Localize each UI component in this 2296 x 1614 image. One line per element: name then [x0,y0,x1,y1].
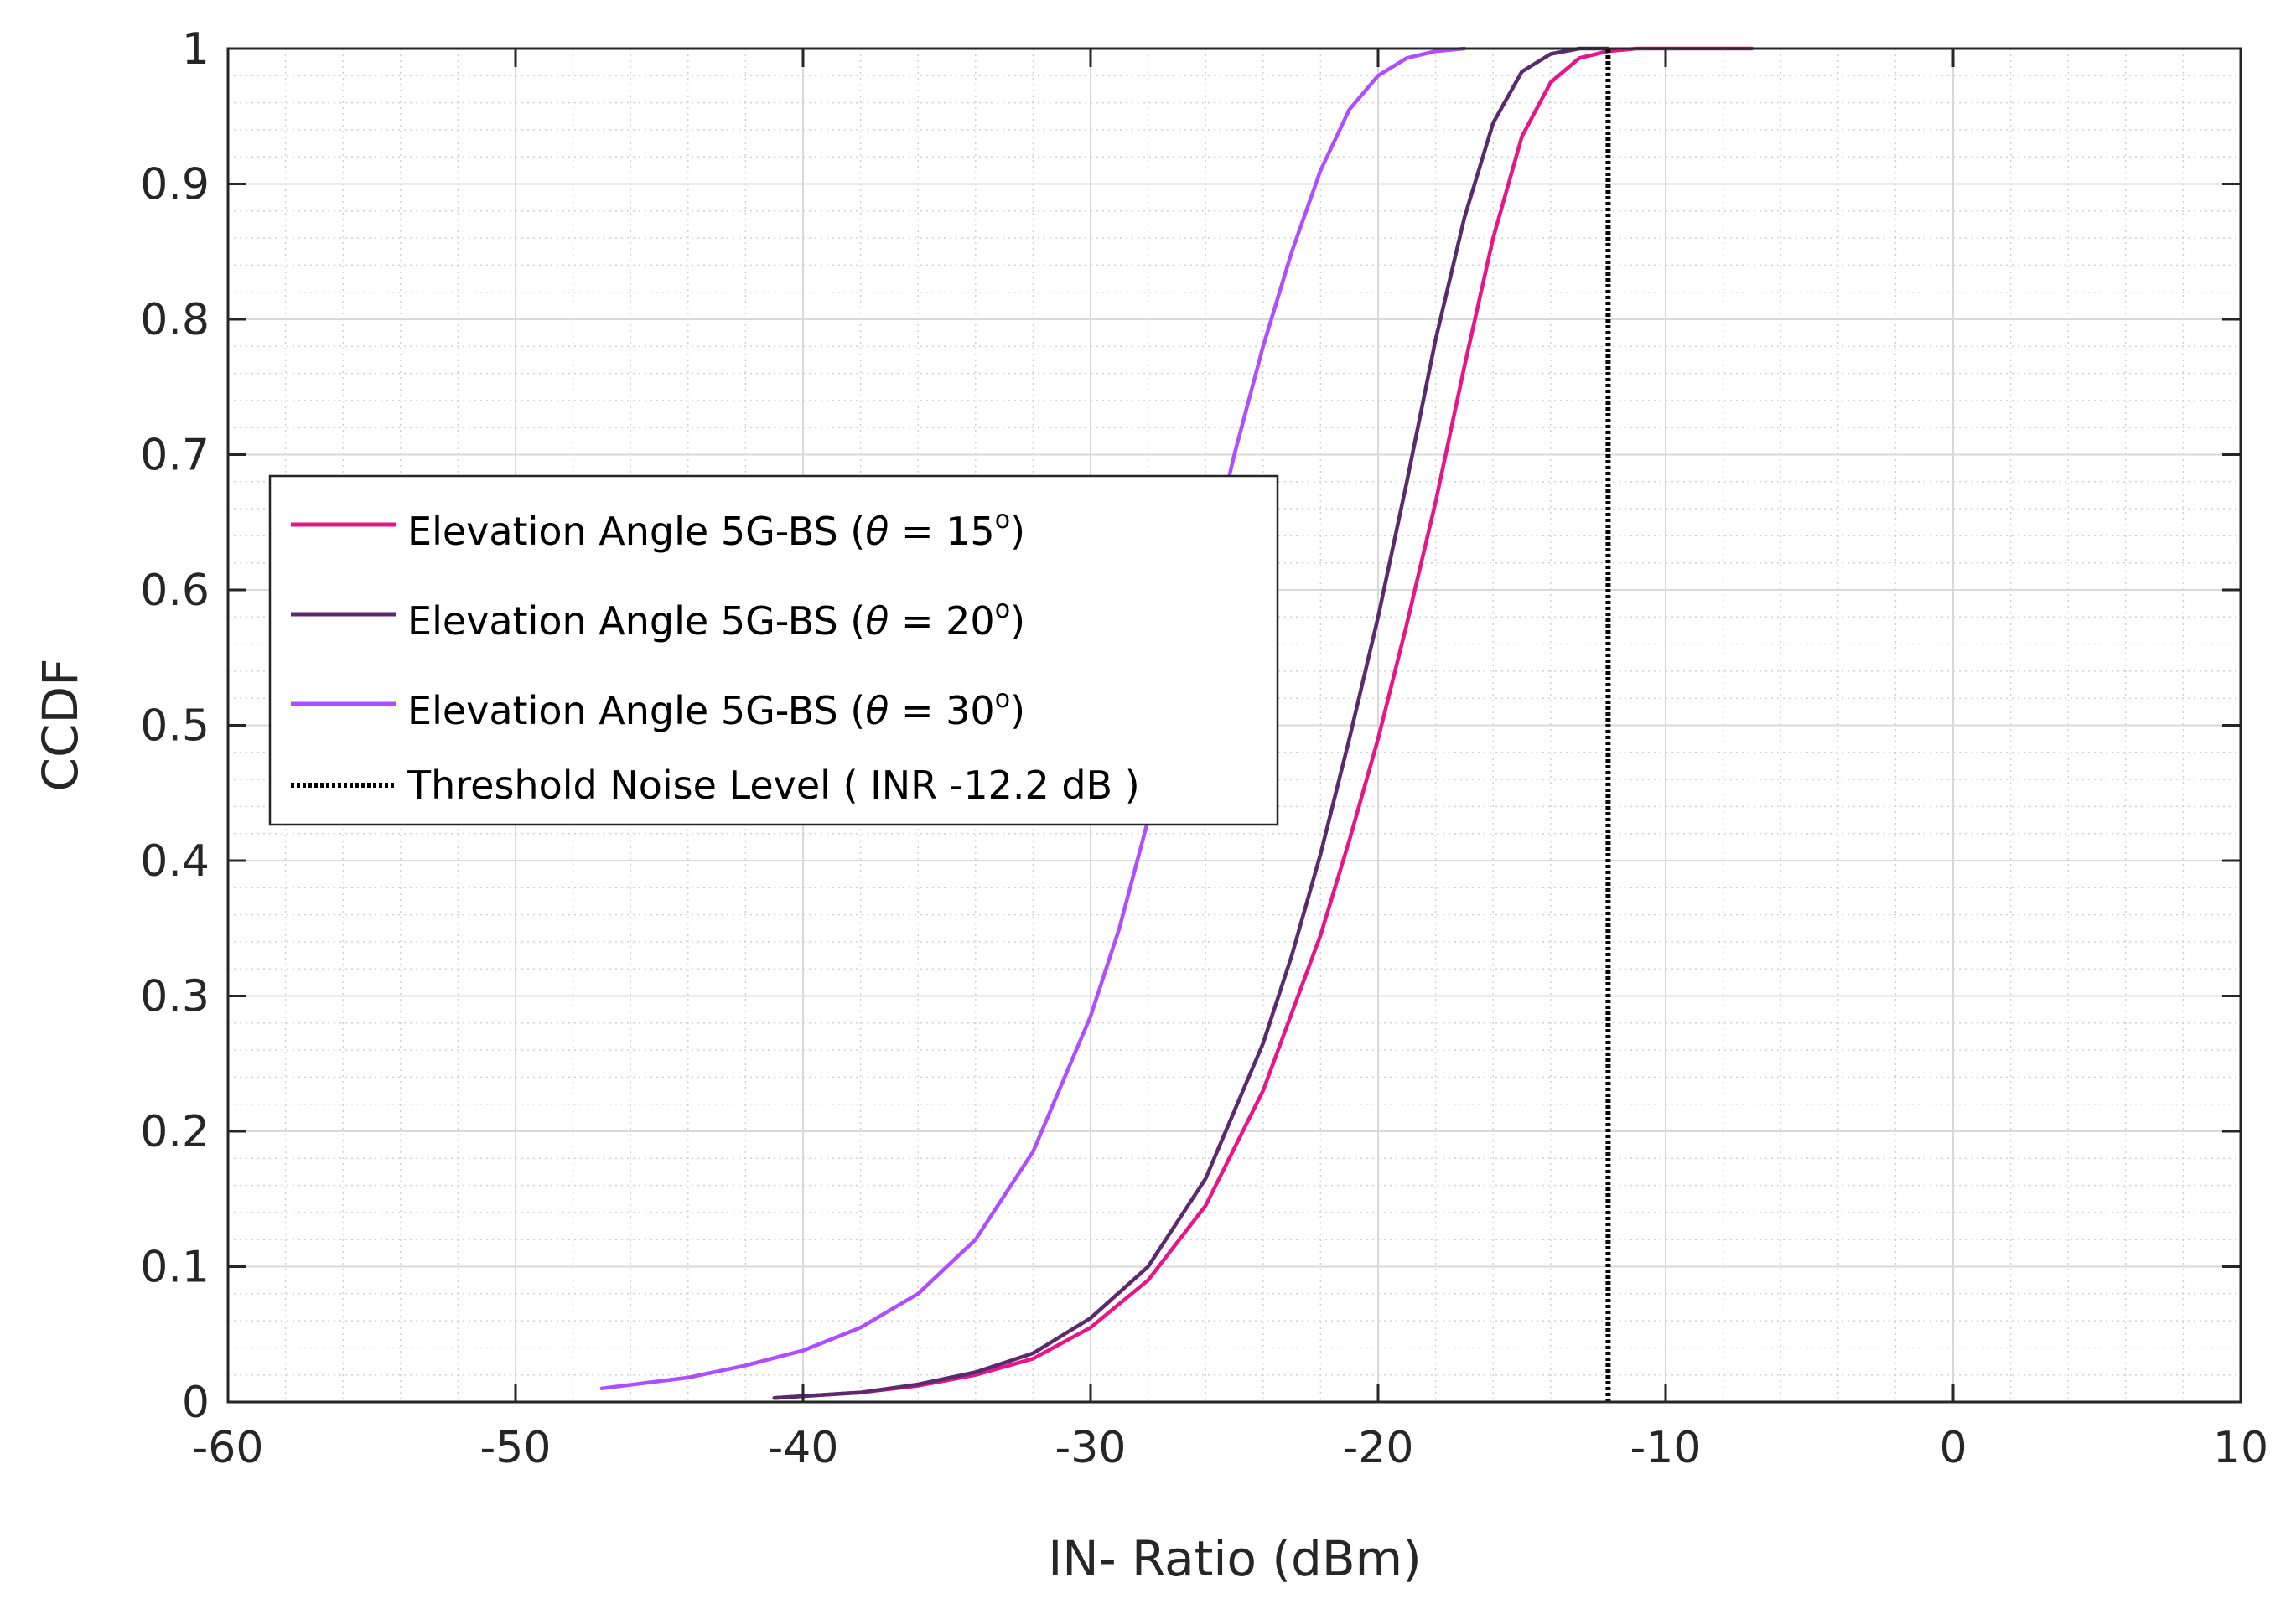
y-tick-label: 0.3 [140,972,210,1022]
x-tick-label: -20 [1343,1423,1414,1473]
y-tick-label: 0.9 [140,160,210,210]
y-tick-label: 1 [182,24,210,75]
y-tick-label: 0.2 [140,1107,210,1157]
y-tick-label: 0.1 [140,1243,210,1293]
x-tick-label: -40 [768,1423,839,1473]
y-tick-label: 0.7 [140,431,210,481]
axis-ticks [226,47,2242,1404]
x-tick-label: -60 [193,1423,264,1473]
x-tick-label: 0 [1939,1423,1967,1473]
legend-entry-threshold: Threshold Noise Level ( INR -12.2 dB ) [407,763,1140,808]
legend-box [268,474,1279,826]
x-tick-label: 10 [2213,1423,2268,1473]
y-axis-label: CCDF [32,658,89,791]
y-tick-label: 0.8 [140,295,210,345]
legend-entry-15: Elevation Angle 5G-BS (θ = 15o) [407,505,1025,554]
x-tick-labels: -60 -50 -40 -30 -20 -10 0 10 [193,1423,2269,1473]
series-line-1 [772,46,1610,1400]
series-line-0 [772,46,1754,1400]
legend-entry-20: Elevation Angle 5G-BS (θ = 20o) [407,595,1025,644]
y-tick-label: 0.5 [140,701,210,752]
legend-entry-30: Elevation Angle 5G-BS (θ = 30o) [407,685,1025,733]
x-tick-label: -30 [1055,1423,1127,1473]
y-tick-label: 0.6 [140,566,210,616]
y-tick-labels: 0 0.1 0.2 0.3 0.4 0.5 0.6 0.7 0.8 0.9 1 [140,24,210,1428]
x-tick-label: -50 [480,1423,552,1473]
x-axis-label: IN- Ratio (dBm) [1048,1530,1422,1587]
y-tick-label: 0 [182,1378,210,1428]
legend: Elevation Angle 5G-BS (θ = 15o) Elevatio… [268,474,1279,826]
x-tick-label: -10 [1630,1423,1702,1473]
y-tick-label: 0.4 [140,836,210,887]
series-layer [599,46,1754,1402]
